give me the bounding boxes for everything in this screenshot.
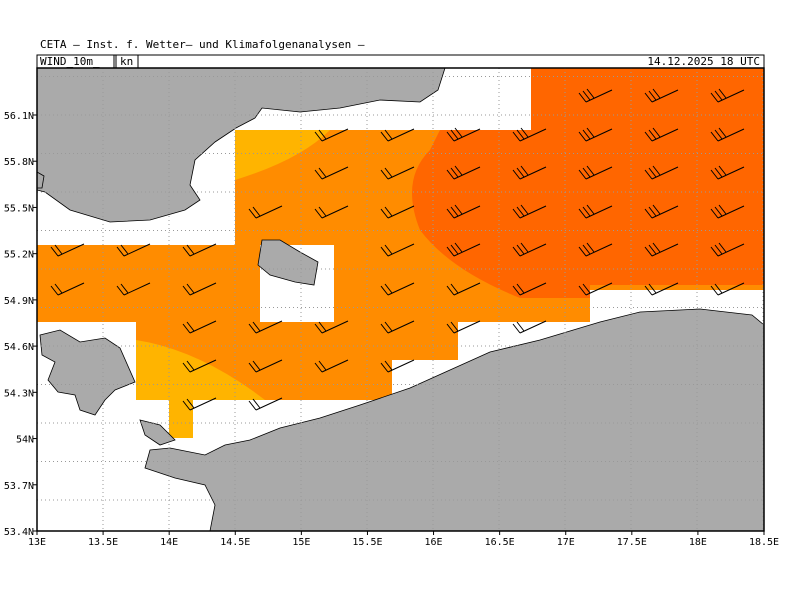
unit: kn (120, 55, 133, 68)
wind-barb (380, 243, 415, 257)
wind-barb (380, 128, 415, 142)
wind-barb (446, 282, 481, 296)
x-tick-label: 18E (689, 537, 707, 548)
wind-barb (644, 282, 679, 296)
wind-barb (644, 127, 679, 142)
wind-barb (248, 397, 283, 411)
wind-barb (578, 242, 613, 257)
x-tick-label: 13E (28, 537, 46, 548)
wind-barbs (50, 88, 745, 411)
wind-barb (644, 242, 679, 257)
y-tick-label: 53.7N (4, 481, 34, 492)
wind-barb (380, 320, 415, 334)
wind-barb (512, 165, 547, 180)
wind-barb (578, 204, 613, 219)
wind-barb (182, 359, 217, 373)
land (37, 68, 764, 531)
wind-barb (116, 282, 151, 296)
wind-barb (710, 165, 745, 180)
wind-barb (512, 242, 547, 257)
wind-barb (50, 282, 85, 296)
y-tick-label: 55.8N (4, 157, 34, 168)
wind-barb (512, 127, 547, 142)
wind-barb (248, 205, 283, 219)
wind-barb (644, 204, 679, 219)
wind-barb (710, 242, 745, 257)
wind-barb (50, 243, 85, 257)
wind-barb (512, 282, 547, 296)
wind-barb (446, 165, 481, 180)
wind-barb (116, 243, 151, 257)
x-tick-label: 14E (160, 537, 178, 548)
wind-barb (446, 320, 481, 334)
wind-barb (710, 282, 745, 296)
wind-barb (380, 166, 415, 180)
wind-barb (380, 205, 415, 219)
wind-barb (644, 165, 679, 180)
wind-barb (710, 88, 745, 103)
wind-barb (182, 320, 217, 334)
wind-barb (248, 359, 283, 373)
x-tick-label: 16E (425, 537, 443, 548)
x-tick-label: 15.5E (352, 537, 382, 548)
y-tick-label: 55.2N (4, 250, 34, 261)
wind-barb (578, 165, 613, 180)
title: CETA – Inst. f. Wetter– und Klimafolgena… (40, 38, 365, 51)
wind-barb (512, 320, 547, 334)
wind-barb (380, 282, 415, 296)
wind-barb (314, 128, 349, 142)
wind-barb (314, 320, 349, 334)
y-tick-label: 54.9N (4, 296, 34, 307)
wind-barb (314, 166, 349, 180)
y-tick-label: 55.5N (4, 203, 34, 214)
wind-barb (578, 88, 613, 103)
wind-barb (446, 204, 481, 219)
wind-barb (644, 88, 679, 103)
wind-barb (446, 127, 481, 142)
valid-time: 14.12.2025 18 UTC (647, 55, 760, 68)
x-tick-label: 14.5E (220, 537, 250, 548)
y-tick-label: 53.4N (4, 527, 34, 538)
x-tick-label: 18.5E (749, 537, 779, 548)
wind-barb (446, 242, 481, 257)
x-tick-label: 15E (292, 537, 310, 548)
wind-barb (182, 397, 217, 411)
variable: WIND_10m_ (40, 55, 100, 68)
wind-barb (314, 205, 349, 219)
y-tick-label: 54.3N (4, 388, 34, 399)
wind-barb (578, 127, 613, 142)
wind-barb (578, 282, 613, 296)
wind-field (37, 68, 764, 438)
y-tick-label: 54N (16, 435, 34, 446)
y-tick-label: 54.6N (4, 342, 34, 353)
wind-barb (314, 359, 349, 373)
y-tick-label: 56.1N (4, 111, 34, 122)
x-tick-label: 17.5E (617, 537, 647, 548)
wind-barb (182, 243, 217, 257)
map-area (36, 67, 765, 532)
wind-barb (710, 204, 745, 219)
wind-barb (380, 359, 415, 373)
wind-barb (182, 282, 217, 296)
x-tick-label: 13.5E (88, 537, 118, 548)
wind-barb (512, 204, 547, 219)
wind-barb (710, 127, 745, 142)
x-tick-label: 17E (557, 537, 575, 548)
x-tick-label: 16.5E (485, 537, 515, 548)
wind-barb (248, 320, 283, 334)
